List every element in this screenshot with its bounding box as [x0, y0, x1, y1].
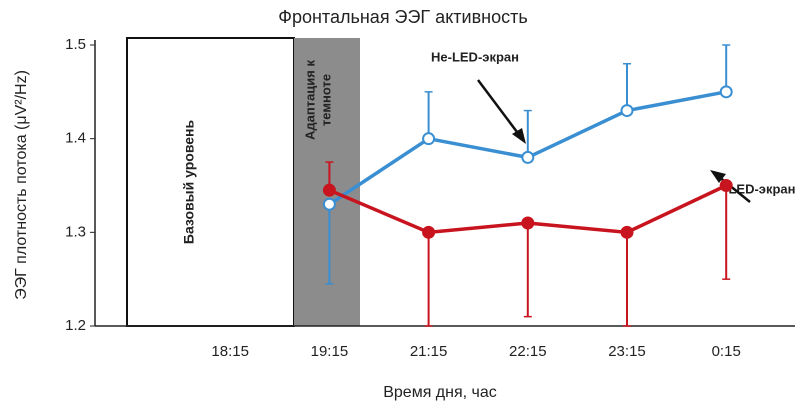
- data-point: [422, 225, 436, 239]
- series-annotation: Не-LED-экран: [431, 49, 519, 64]
- data-point: [521, 216, 535, 230]
- arrow: [477, 79, 521, 137]
- data-point: [719, 179, 733, 192]
- arrow-head: [710, 170, 726, 183]
- x-tick-label: 0:15: [712, 343, 741, 360]
- y-axis-title: ЭЭГ плотность потока (μV²/Hz): [13, 70, 30, 300]
- data-point: [620, 104, 634, 118]
- y-tick-label: 1.4: [65, 130, 86, 147]
- y-tick-label: 1.2: [65, 317, 86, 334]
- x-tick-label: 22:15: [509, 343, 547, 360]
- x-tick-label: 18:15: [211, 343, 249, 360]
- y-tick-label: 1.3: [65, 223, 86, 240]
- data-point: [422, 132, 436, 146]
- data-point: [322, 183, 336, 197]
- x-axis-title: Время дня, час: [383, 384, 497, 401]
- baseline-label: Базовый уровень: [181, 120, 197, 245]
- x-tick-label: 19:15: [311, 343, 349, 360]
- series-annotation: LED-экран: [728, 181, 795, 196]
- data-point: [620, 225, 634, 239]
- data-point: [521, 150, 535, 164]
- adaptation-region: [294, 38, 360, 326]
- y-tick-label: 1.5: [65, 36, 86, 53]
- adaptation-label: Адаптация к: [302, 60, 317, 140]
- chart-title: Фронтальная ЭЭГ активность: [278, 7, 527, 27]
- data-point: [322, 197, 336, 211]
- arrow-head: [512, 128, 526, 144]
- x-tick-label: 23:15: [608, 343, 646, 360]
- adaptation-label: темноте: [318, 74, 333, 126]
- x-tick-label: 21:15: [410, 343, 448, 360]
- data-point: [719, 85, 733, 99]
- baseline-region: [126, 37, 295, 327]
